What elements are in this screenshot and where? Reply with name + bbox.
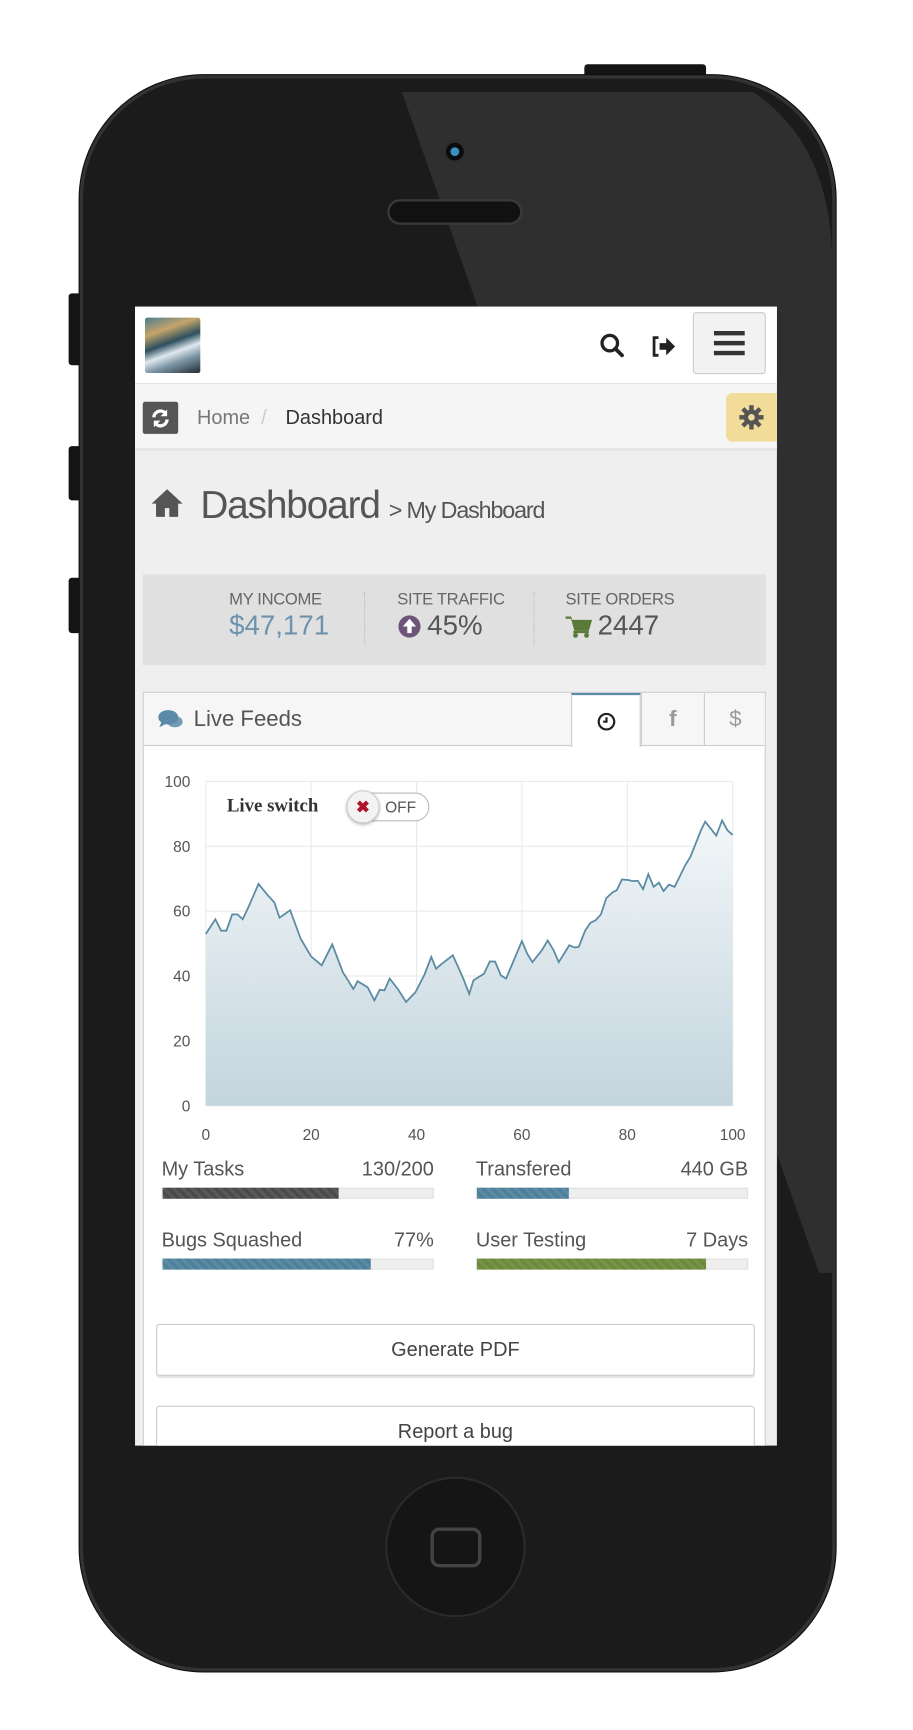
home-button[interactable] bbox=[385, 1476, 526, 1618]
live-feeds-widget: Live Feeds f $ 0 20 40 60 80 100 0 20 40 60 80 100 … bbox=[142, 691, 766, 1446]
x-tick-label: 100 bbox=[720, 1127, 746, 1144]
search-icon bbox=[600, 333, 624, 358]
breadcrumb-separator: / bbox=[261, 406, 267, 429]
tab-live[interactable] bbox=[571, 692, 641, 748]
report-bug-button[interactable]: Report a bug bbox=[156, 1405, 755, 1446]
x-tick-label: 20 bbox=[303, 1127, 320, 1144]
y-tick-label: 100 bbox=[165, 774, 191, 791]
stat-traffic: SITE TRAFFIC 45% bbox=[397, 589, 505, 642]
refresh-icon bbox=[152, 408, 169, 427]
live-switch-label: Live switch bbox=[226, 794, 319, 816]
stat-label: MY INCOME bbox=[229, 589, 322, 609]
progress-fill bbox=[162, 1187, 339, 1199]
live-feed-chart: 0 20 40 60 80 100 0 20 40 60 80 100 bbox=[165, 774, 746, 1144]
progress-label: User Testing bbox=[475, 1228, 587, 1251]
progress-value: 130/200 bbox=[361, 1157, 434, 1180]
progress-bar bbox=[475, 1187, 749, 1199]
progress-transfered: Transfered 440 GB bbox=[475, 1157, 749, 1199]
x-tick-label: 80 bbox=[619, 1127, 636, 1144]
progress-bar bbox=[161, 1258, 434, 1270]
volume-down-button bbox=[68, 577, 82, 634]
stats-bar: MY INCOME $47,171 SITE TRAFFIC 45% SITE … bbox=[142, 574, 766, 666]
series-line bbox=[205, 818, 734, 1004]
clock-icon bbox=[597, 712, 615, 731]
settings-button[interactable] bbox=[725, 392, 777, 442]
cart-icon bbox=[565, 615, 593, 638]
screen: Home / Dashboard Dashboard > My Dashboar… bbox=[135, 306, 777, 1446]
widget-title: Live Feeds bbox=[193, 707, 302, 732]
y-tick-label: 80 bbox=[173, 839, 190, 856]
stat-label: SITE ORDERS bbox=[565, 589, 675, 609]
live-switch-toggle[interactable]: ✖ OFF bbox=[346, 790, 430, 824]
top-header bbox=[135, 306, 777, 385]
y-tick-label: 0 bbox=[182, 1098, 191, 1115]
volume-up-button bbox=[68, 446, 82, 501]
area-fill bbox=[205, 820, 733, 1106]
progress-fill bbox=[162, 1258, 371, 1270]
breadcrumb-bar: Home / Dashboard bbox=[135, 384, 777, 451]
menu-toggle-button[interactable] bbox=[692, 312, 766, 375]
progress-label: Bugs Squashed bbox=[161, 1228, 303, 1251]
y-tick-label: 40 bbox=[173, 969, 190, 986]
tab-facebook[interactable]: f bbox=[640, 692, 704, 747]
x-tick-label: 40 bbox=[408, 1127, 425, 1144]
power-button bbox=[584, 64, 707, 78]
mute-switch bbox=[68, 293, 82, 366]
site-logo[interactable] bbox=[144, 317, 201, 374]
close-icon: ✖ bbox=[346, 790, 380, 824]
progress-value: 7 Days bbox=[686, 1228, 749, 1251]
progress-bar bbox=[475, 1258, 749, 1270]
divider bbox=[533, 592, 535, 646]
stat-value: 45% bbox=[427, 609, 483, 641]
logout-icon bbox=[652, 336, 676, 357]
home-icon bbox=[151, 489, 183, 517]
hamburger-icon bbox=[713, 330, 745, 356]
search-button[interactable] bbox=[598, 331, 627, 360]
page-subtitle: > My Dashboard bbox=[388, 498, 546, 524]
x-tick-label: 0 bbox=[202, 1127, 211, 1144]
breadcrumb-current: Dashboard bbox=[285, 406, 383, 429]
breadcrumb-home-link[interactable]: Home bbox=[196, 406, 251, 429]
progress-my-tasks: My Tasks 130/200 bbox=[161, 1157, 434, 1199]
page-title: Dashboard > My Dashboard bbox=[151, 484, 545, 528]
progress-bugs-squashed: Bugs Squashed 77% bbox=[161, 1228, 434, 1270]
progress-bar bbox=[161, 1187, 434, 1199]
progress-label: My Tasks bbox=[161, 1157, 245, 1180]
widget-header: Live Feeds f $ bbox=[143, 692, 766, 748]
y-tick-label: 20 bbox=[173, 1033, 190, 1050]
y-tick-label: 60 bbox=[173, 904, 190, 921]
page-title-text: Dashboard bbox=[200, 483, 381, 527]
stat-orders: SITE ORDERS 2447 bbox=[565, 589, 675, 642]
progress-fill bbox=[476, 1187, 569, 1199]
earpiece-speaker bbox=[387, 199, 523, 225]
arrow-up-circle-icon bbox=[398, 614, 421, 638]
tab-dollar[interactable]: $ bbox=[703, 692, 766, 747]
x-tick-label: 60 bbox=[513, 1127, 530, 1144]
divider bbox=[364, 592, 366, 646]
stat-income: MY INCOME $47,171 bbox=[229, 590, 329, 642]
progress-label: Transfered bbox=[475, 1157, 572, 1180]
progress-fill bbox=[476, 1258, 707, 1270]
generate-pdf-button[interactable]: Generate PDF bbox=[156, 1323, 755, 1376]
front-camera bbox=[443, 140, 466, 163]
refresh-button[interactable] bbox=[142, 401, 179, 434]
progress-user-testing: User Testing 7 Days bbox=[475, 1228, 749, 1270]
logout-button[interactable] bbox=[649, 333, 678, 360]
live-switch-state: OFF bbox=[385, 798, 417, 816]
progress-value: 440 GB bbox=[680, 1157, 749, 1180]
stat-value: 2447 bbox=[597, 609, 660, 641]
progress-value: 77% bbox=[393, 1228, 434, 1251]
stat-value: $47,171 bbox=[229, 609, 330, 641]
gear-icon bbox=[739, 405, 764, 430]
comments-icon bbox=[158, 710, 183, 728]
stat-label: SITE TRAFFIC bbox=[397, 589, 505, 609]
home-button-square bbox=[430, 1527, 482, 1568]
